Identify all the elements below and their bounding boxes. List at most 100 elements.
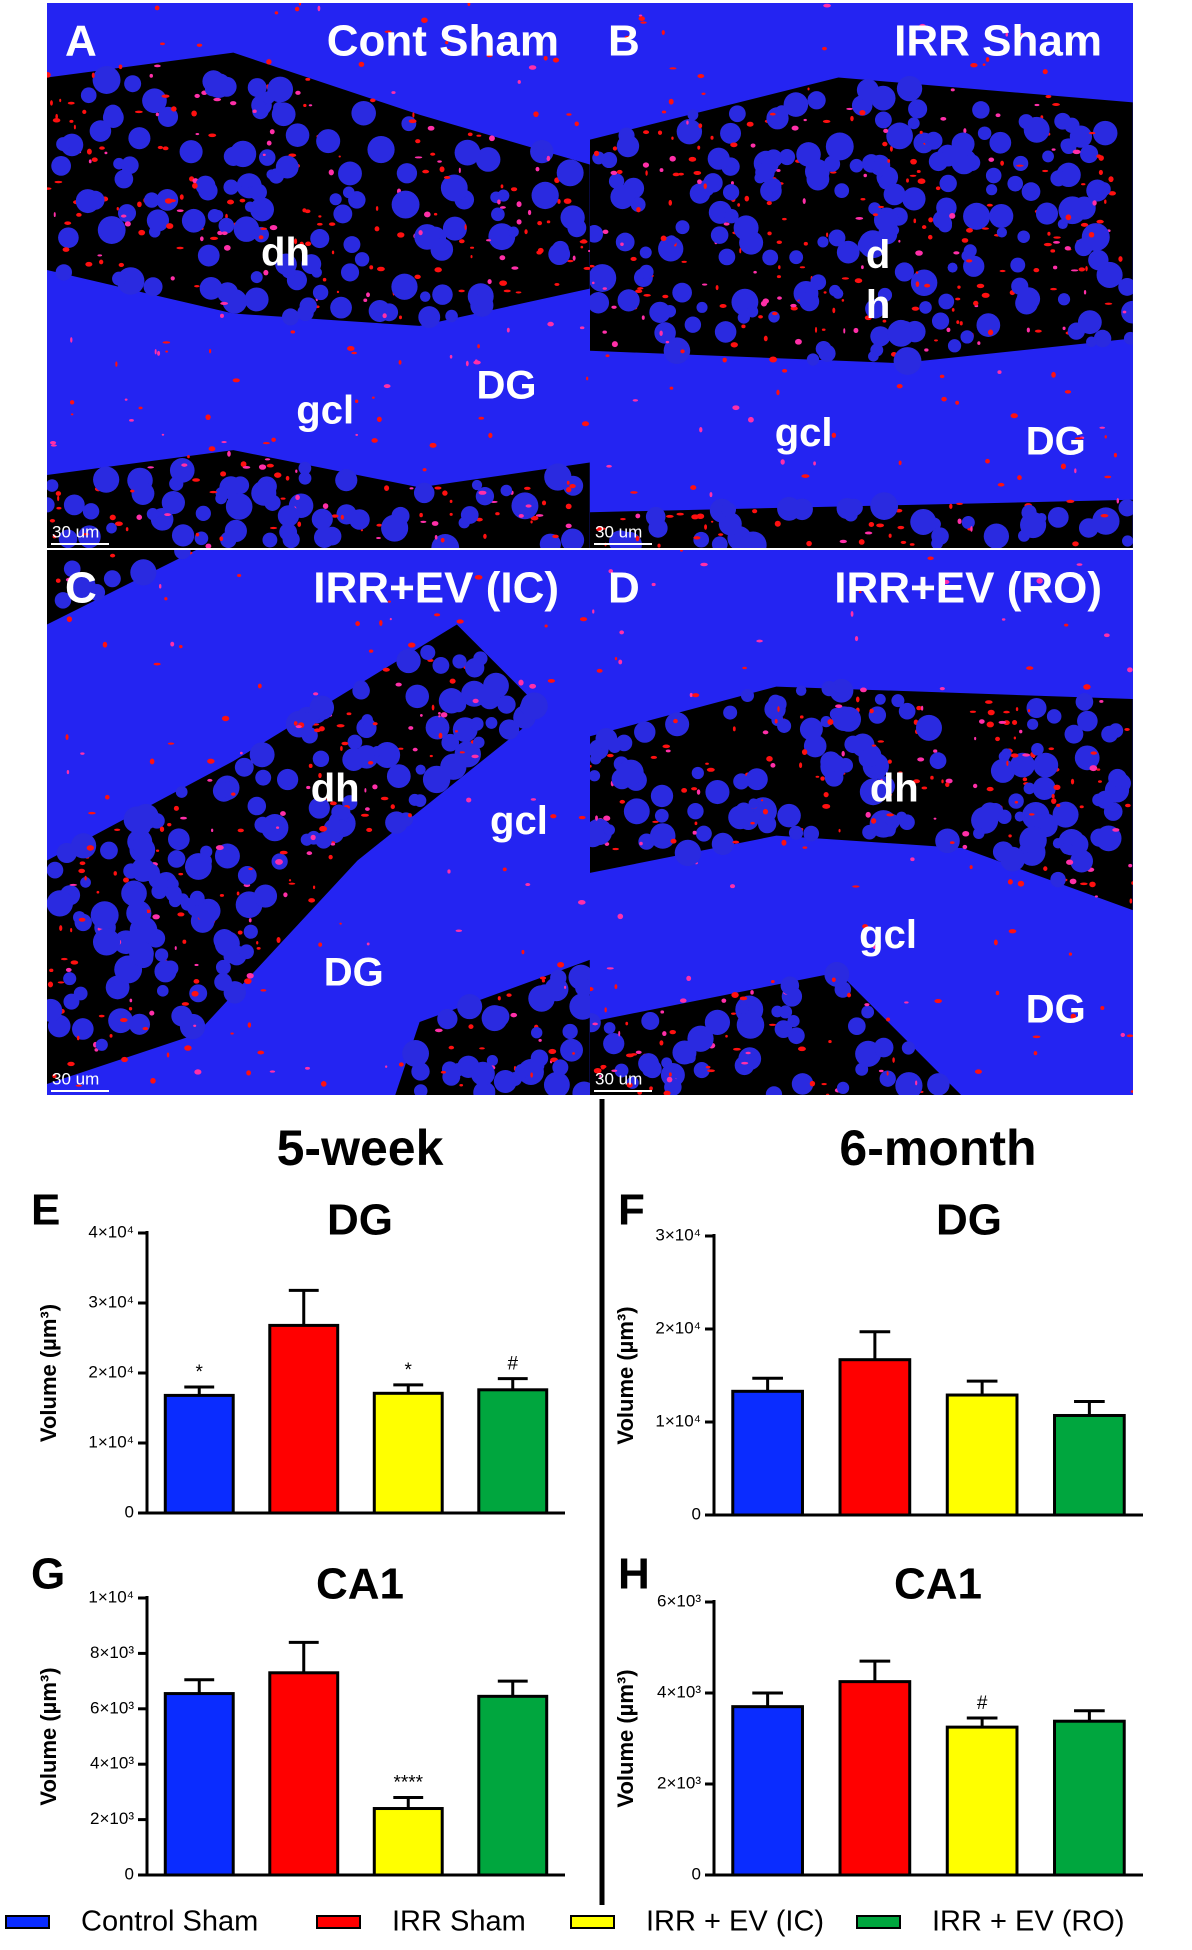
nucleus	[738, 1047, 762, 1071]
stain	[1072, 149, 1081, 155]
nucleus	[316, 129, 341, 154]
stain	[298, 3, 302, 6]
stain	[227, 450, 231, 457]
stain	[150, 1077, 156, 1084]
stain	[97, 254, 103, 257]
stain	[329, 801, 337, 806]
stain	[376, 266, 385, 272]
stain	[741, 1061, 749, 1065]
stain	[236, 891, 240, 896]
nucleus	[441, 733, 460, 752]
nucleus	[901, 1041, 916, 1055]
nucleus	[777, 718, 792, 733]
stain	[852, 885, 860, 888]
nucleus	[904, 320, 926, 343]
scale-bar-label: 30 um	[595, 1069, 642, 1088]
stain	[635, 289, 643, 294]
stain	[563, 198, 572, 204]
panel-title: IRR+EV (IC)	[313, 564, 559, 613]
stain	[295, 725, 302, 729]
nucleus	[195, 505, 211, 522]
stain	[822, 119, 831, 123]
stain	[79, 861, 86, 866]
stain	[192, 478, 200, 482]
stain	[419, 713, 423, 717]
nucleus	[658, 236, 684, 262]
stain	[1000, 160, 1004, 166]
stain	[846, 107, 853, 110]
stain	[294, 6, 300, 12]
stain	[909, 174, 917, 177]
stain	[742, 666, 747, 670]
stain	[611, 305, 617, 309]
region-label: DG	[1026, 988, 1086, 1032]
nucleus	[1080, 144, 1099, 164]
nucleus	[1077, 310, 1102, 335]
stain	[554, 283, 560, 286]
stain	[525, 504, 532, 508]
nucleus	[92, 928, 121, 956]
stain	[799, 266, 806, 269]
stain	[934, 999, 942, 1004]
nucleus	[823, 155, 841, 172]
stain	[659, 330, 663, 336]
stain	[465, 360, 469, 367]
stain	[1127, 667, 1133, 673]
nucleus	[100, 841, 118, 860]
stain	[546, 155, 551, 162]
stain	[109, 1033, 113, 1038]
nucleus	[514, 1064, 529, 1079]
stain	[652, 820, 659, 823]
stain	[155, 849, 160, 852]
nucleus	[674, 839, 702, 867]
nucleus	[989, 204, 1014, 229]
stain	[569, 484, 576, 489]
nucleus	[128, 1013, 151, 1035]
stain	[1026, 327, 1030, 333]
stain	[752, 509, 758, 514]
stain	[500, 184, 504, 189]
nucleus	[1026, 697, 1047, 719]
stain	[412, 112, 415, 118]
stain	[700, 562, 708, 567]
stain	[341, 741, 349, 746]
nucleus	[234, 757, 254, 777]
stain	[213, 97, 222, 102]
stain	[136, 514, 143, 520]
stain	[782, 217, 787, 221]
nucleus	[250, 271, 263, 284]
stain	[262, 153, 266, 157]
nucleus	[590, 292, 610, 314]
stain	[114, 828, 121, 832]
stain	[966, 227, 973, 233]
stain	[651, 582, 656, 587]
stain	[220, 313, 224, 318]
stain	[1112, 828, 1120, 832]
stain	[159, 826, 165, 832]
stain	[1103, 633, 1110, 638]
stain	[802, 198, 806, 204]
nucleus	[947, 262, 958, 273]
nucleus	[1078, 518, 1099, 538]
nucleus	[1092, 507, 1120, 535]
stain	[705, 762, 709, 765]
nucleus	[367, 135, 395, 164]
nucleus	[795, 685, 807, 696]
panel-letter: D	[608, 564, 640, 613]
stain	[855, 217, 864, 220]
nucleus	[820, 751, 842, 773]
stain	[82, 109, 87, 115]
nucleus	[333, 204, 353, 224]
stain	[328, 169, 334, 176]
stain	[859, 109, 866, 116]
stain	[160, 42, 165, 46]
stain	[1043, 242, 1052, 247]
nucleus	[639, 264, 654, 280]
stain	[868, 522, 875, 527]
stain	[854, 635, 859, 642]
stain	[916, 705, 922, 711]
stain	[449, 499, 453, 503]
stain	[415, 139, 421, 144]
stain	[1033, 1051, 1038, 1056]
stain	[1099, 700, 1104, 703]
